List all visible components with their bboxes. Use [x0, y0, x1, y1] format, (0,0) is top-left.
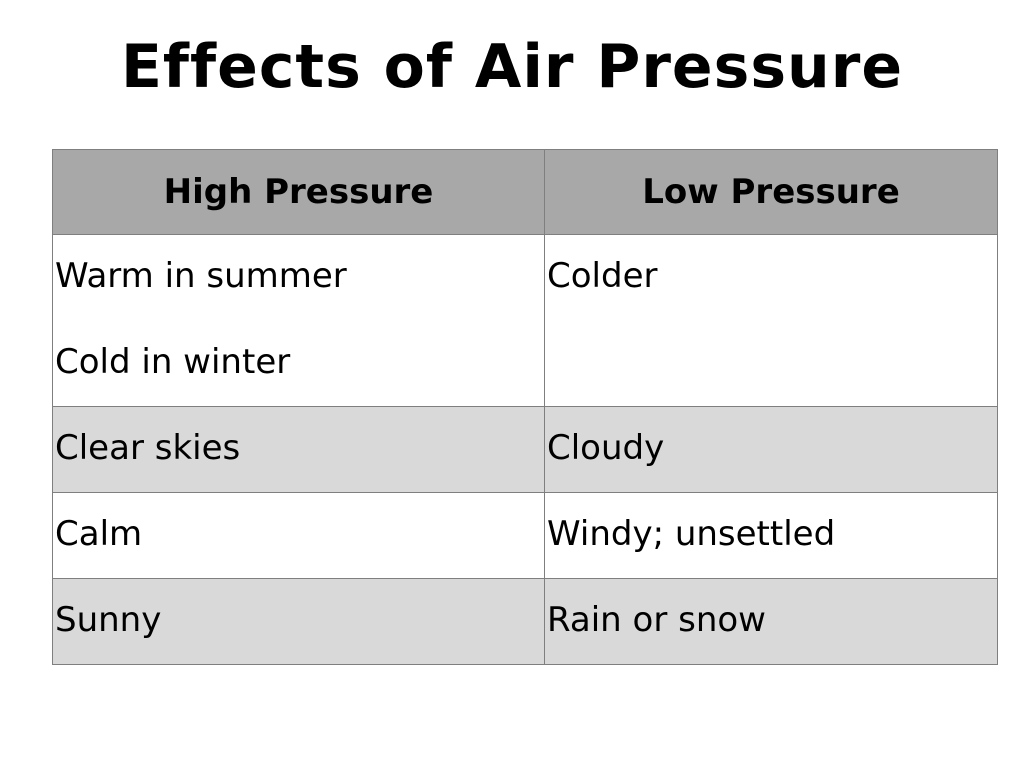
cell-text: Calm: [55, 514, 143, 554]
table-row: Sunny Rain or snow: [52, 578, 998, 665]
slide-title: Effects of Air Pressure: [120, 32, 904, 102]
cell-text: Rain or snow: [547, 600, 766, 640]
cell-text: Cold in winter: [55, 342, 291, 382]
cell-high-pressure: Sunny: [52, 578, 545, 665]
cell-low-pressure: Cloudy: [544, 406, 998, 493]
cell-text: Warm in summer: [55, 256, 347, 296]
cell-high-pressure: Clear skies: [52, 406, 545, 493]
cell-low-pressure: Colder: [544, 234, 998, 407]
cell-text: Cloudy: [547, 428, 665, 468]
table-header-row: High Pressure Low Pressure: [52, 149, 998, 235]
cell-low-pressure: Rain or snow: [544, 578, 998, 665]
table-row: Calm Windy; unsettled: [52, 492, 998, 579]
header-low-pressure: Low Pressure: [544, 149, 998, 235]
cell-high-pressure: Warm in summer Cold in winter: [52, 234, 545, 407]
cell-high-pressure: Calm: [52, 492, 545, 579]
pressure-comparison-table: High Pressure Low Pressure Warm in summe…: [52, 149, 998, 665]
cell-text: Sunny: [55, 600, 162, 640]
table-row: Clear skies Cloudy: [52, 406, 998, 493]
header-high-pressure: High Pressure: [52, 149, 545, 235]
cell-text: Clear skies: [55, 428, 241, 468]
table-row: Warm in summer Cold in winter Colder: [52, 234, 998, 407]
cell-text: Windy; unsettled: [547, 514, 836, 554]
cell-low-pressure: Windy; unsettled: [544, 492, 998, 579]
cell-text: Colder: [547, 256, 658, 296]
